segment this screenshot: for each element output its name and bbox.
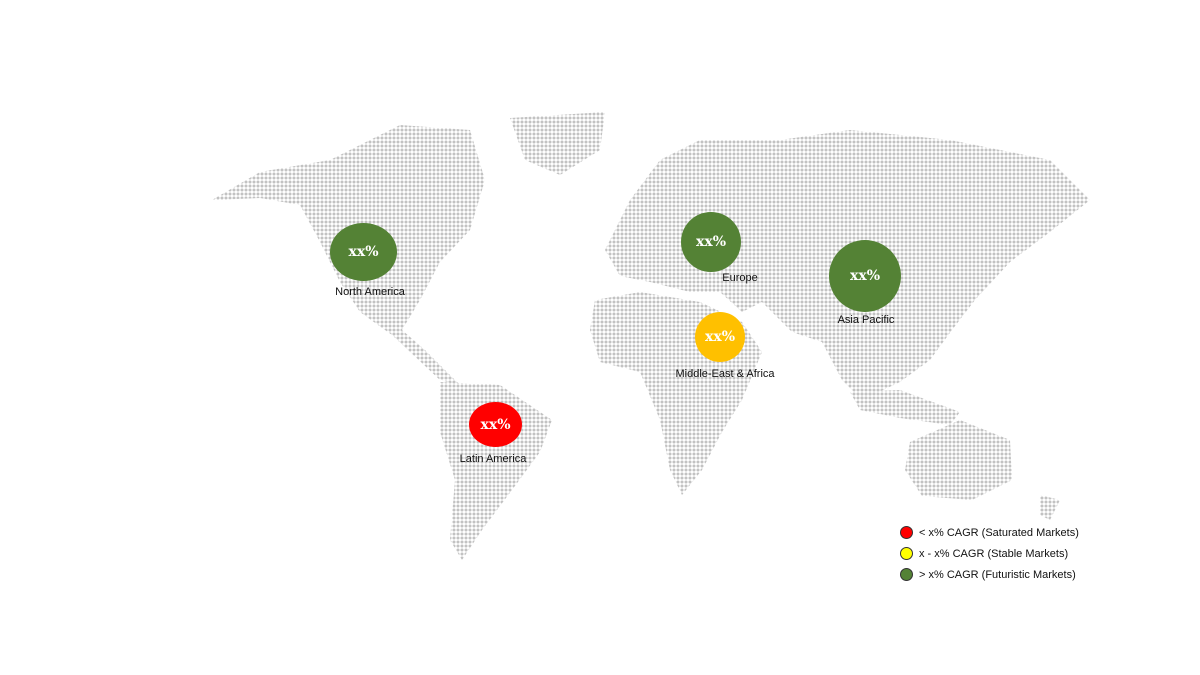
- yellow-circle-icon: [900, 547, 913, 560]
- region-value: xx%: [348, 244, 379, 260]
- region-label-north-america: North America: [335, 286, 405, 298]
- south-america-landmass: [440, 382, 552, 560]
- region-value: xx%: [696, 234, 726, 250]
- legend-label: < x% CAGR (Saturated Markets): [919, 526, 1079, 539]
- legend-item-futuristic: > x% CAGR (Futuristic Markets): [900, 564, 1079, 585]
- region-value: xx%: [850, 268, 880, 284]
- greenland-landmass: [510, 112, 605, 175]
- region-bubble-latin-america: xx%: [469, 402, 522, 447]
- region-bubble-middle-east-africa: xx%: [695, 312, 745, 362]
- region-bubble-north-america: xx%: [330, 223, 397, 281]
- region-value: xx%: [480, 416, 511, 433]
- southeast-asia-islands: [850, 390, 960, 425]
- new-zealand-landmass: [1040, 495, 1060, 520]
- region-bubble-asia-pacific: xx%: [829, 240, 901, 312]
- region-label-latin-america: Latin America: [459, 453, 527, 465]
- region-label-europe: Europe: [722, 272, 758, 284]
- legend-item-stable: x - x% CAGR (Stable Markets): [900, 543, 1079, 564]
- legend-label: > x% CAGR (Futuristic Markets): [919, 568, 1076, 581]
- green-circle-icon: [900, 568, 913, 581]
- red-circle-icon: [900, 526, 913, 539]
- region-bubble-europe: xx%: [681, 212, 741, 272]
- region-value: xx%: [705, 329, 735, 345]
- australia-landmass: [905, 420, 1012, 500]
- region-label-middle-east-africa: Middle-East & Africa: [675, 368, 775, 380]
- legend-item-saturated: < x% CAGR (Saturated Markets): [900, 522, 1079, 543]
- legend-label: x - x% CAGR (Stable Markets): [919, 547, 1069, 560]
- region-label-asia-pacific: Asia Pacific: [837, 314, 895, 326]
- legend: < x% CAGR (Saturated Markets) x - x% CAG…: [900, 522, 1079, 585]
